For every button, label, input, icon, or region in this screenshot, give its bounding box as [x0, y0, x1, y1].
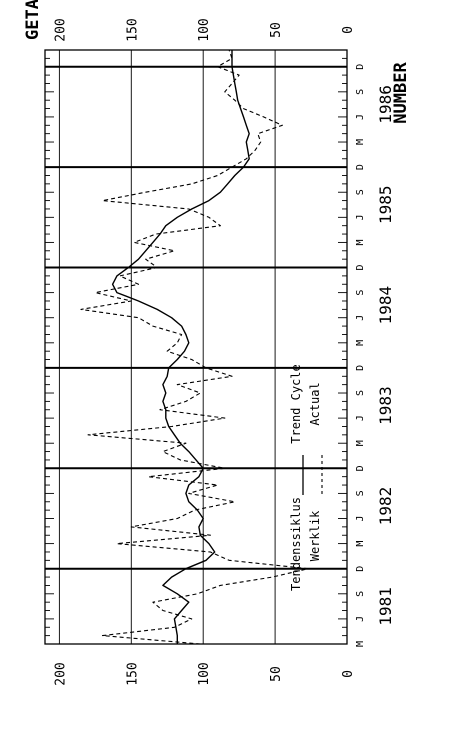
month-label: J	[355, 616, 366, 622]
value-tick-label-left: 50	[269, 666, 284, 682]
month-label: J	[355, 214, 366, 220]
series-line-actual	[80, 49, 309, 645]
value-tick-label-right: 50	[269, 22, 284, 38]
month-label: J	[355, 114, 366, 120]
chart-frame	[44, 49, 348, 645]
value-tick-label-left: 0	[341, 670, 356, 678]
value-tick-label-right: 150	[125, 18, 140, 41]
year-label: 1984	[376, 286, 395, 325]
month-label: M	[355, 541, 366, 547]
month-label: D	[355, 64, 366, 70]
month-label: D	[355, 365, 366, 371]
year-label: 1981	[376, 587, 395, 626]
value-tick-label-left: 200	[53, 662, 68, 685]
legend-label-trend-nl: Tendenssiklus	[289, 497, 303, 591]
value-tick-label-left: 100	[197, 662, 212, 685]
legend-label-trend-en: Trend Cycle	[289, 364, 303, 443]
year-label: 1982	[376, 487, 395, 526]
month-label: S	[355, 591, 366, 597]
chart-labels: 0 0 50 50 100 100 150 150 200 200 M J S D M J S D M J S D M J S D…	[53, 18, 395, 685]
month-label: M	[355, 440, 366, 446]
month-label: J	[355, 415, 366, 421]
series-line-trend-cycle	[111, 50, 250, 644]
month-label: M	[355, 641, 366, 647]
month-label: J	[355, 315, 366, 321]
chart-title-left: GETAL	[23, 0, 43, 40]
month-label: M	[355, 139, 366, 145]
month-label: S	[355, 89, 366, 95]
month-label: D	[355, 566, 366, 572]
month-label: D	[355, 465, 366, 471]
month-label: M	[355, 239, 366, 245]
month-label: S	[355, 490, 366, 496]
value-tick-label-right: 200	[53, 18, 68, 41]
month-label: D	[355, 164, 366, 170]
month-label: S	[355, 390, 366, 396]
month-label: S	[355, 189, 366, 195]
value-tick-label-right: 0	[341, 26, 356, 34]
chart-ticks	[45, 49, 347, 645]
chart-title-right: NUMBER	[391, 62, 411, 124]
year-label: 1983	[376, 386, 395, 425]
chart-grid	[45, 50, 347, 644]
legend-label-actual-en: Actual	[308, 382, 322, 425]
month-label: S	[355, 290, 366, 296]
year-label: 1985	[376, 186, 395, 225]
month-label: J	[355, 515, 366, 521]
value-tick-label-left: 150	[125, 662, 140, 685]
chart-series	[80, 49, 309, 645]
month-label: M	[355, 340, 366, 346]
plot-frame	[44, 49, 348, 645]
value-tick-label-right: 100	[197, 18, 212, 41]
legend-label-actual-nl: Werklik	[308, 510, 322, 561]
year-label: 1986	[376, 85, 395, 124]
month-label: D	[355, 265, 366, 271]
